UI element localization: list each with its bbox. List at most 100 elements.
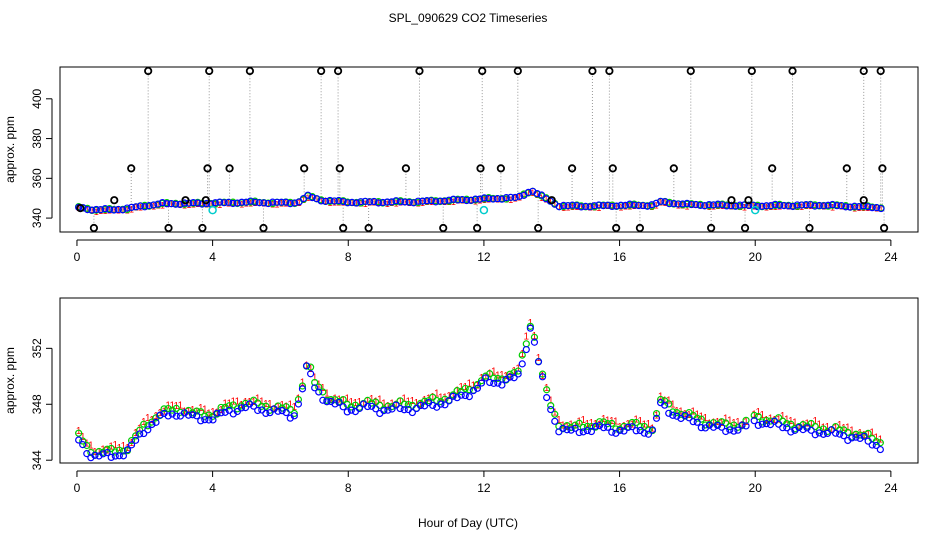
series-1-point: 1 (80, 432, 86, 443)
series-3-point (864, 203, 872, 211)
series-3-point (522, 345, 530, 354)
series-2-point (311, 378, 319, 387)
series-1-point: 1 (576, 416, 582, 427)
series-2-point (595, 418, 604, 426)
reference-point (686, 66, 695, 76)
reference-point (805, 223, 814, 233)
series-2-point (290, 409, 298, 418)
series-3-point (502, 194, 510, 202)
series-1-point: 1 (495, 194, 500, 204)
series-3-point (384, 406, 392, 414)
series-3-point (507, 193, 515, 201)
series-3-point (823, 429, 832, 438)
series-3-point (852, 433, 860, 441)
series-1-point: 1 (259, 396, 265, 407)
series-1-point: 1 (483, 371, 489, 382)
series-3-point (705, 201, 713, 209)
series-2-point (669, 408, 677, 416)
series-3-point (99, 450, 107, 458)
series-2-point (547, 402, 555, 410)
series-3-point (811, 431, 819, 439)
series-3-point (238, 198, 246, 206)
series-3-point (683, 199, 691, 208)
series-1-point: 1 (829, 425, 835, 436)
series-1-point: 1 (377, 395, 383, 406)
series-3-point (295, 198, 303, 206)
series-3-point (538, 373, 547, 381)
series-2-point (754, 412, 762, 421)
series-3-point (347, 406, 355, 414)
series-1-point: 1 (834, 201, 839, 211)
series-1-point: 1 (446, 197, 451, 207)
series-3-point (850, 202, 859, 210)
series-1-point: 1 (230, 198, 235, 208)
series-1-point: 1 (759, 201, 764, 211)
series-3-point (806, 201, 815, 209)
series-3-point (563, 426, 571, 434)
reference-point (201, 196, 210, 205)
series-3-point (842, 203, 850, 211)
series-1-point: 1 (367, 197, 372, 207)
series-2-point (571, 421, 579, 429)
series-1-point: 1 (316, 379, 322, 390)
reference-point (878, 164, 887, 173)
series-2-point (176, 408, 184, 416)
series-1-point: 1 (365, 396, 371, 407)
series-1-point: 1 (640, 201, 645, 211)
series-2-point (620, 422, 628, 431)
series-1-point: 1 (580, 415, 586, 426)
series-3-point (524, 188, 532, 196)
reference-point (144, 66, 153, 76)
series-3-point (634, 201, 643, 210)
series-3-point (172, 412, 180, 420)
series-1-point: 1 (861, 203, 866, 213)
series-2-point (726, 422, 734, 431)
series-3-point (148, 420, 156, 429)
series-3-point (396, 198, 405, 206)
series-1-point: 1 (422, 395, 428, 406)
series-3-point (643, 202, 651, 210)
series-3-point (758, 420, 766, 428)
series-1-point: 1 (535, 190, 540, 200)
series-1-point: 1 (296, 394, 302, 405)
series-2-point (815, 426, 823, 434)
figure-title: SPL_090629 CO2 Timeseries (389, 11, 548, 25)
series-3-point (237, 404, 246, 412)
series-2-point (632, 418, 640, 427)
series-3-point (429, 401, 437, 409)
reference-point (245, 66, 255, 76)
series-3-point (158, 198, 167, 207)
series-2-point (111, 448, 119, 456)
series-3-point (132, 203, 140, 211)
series-1-point: 1 (397, 397, 403, 408)
series-3-point (577, 203, 585, 211)
series-1-point: 1 (138, 202, 143, 212)
series-3-point (837, 201, 845, 210)
series-3-point (534, 358, 543, 366)
y-axis-label: approx. ppm (3, 347, 17, 414)
series-1-point: 1 (164, 199, 169, 209)
reference-point (547, 196, 556, 205)
series-3-point (687, 200, 696, 209)
series-2-point (83, 441, 91, 450)
series-2-point (510, 368, 518, 377)
series-1-point: 1 (786, 201, 791, 211)
series-1-point: 1 (314, 194, 319, 204)
series-1-point: 1 (283, 402, 289, 413)
series-1-point: 1 (821, 202, 826, 212)
series-1-point: 1 (530, 188, 535, 198)
series-1-point: 1 (213, 200, 218, 210)
series-1-point: 1 (711, 418, 717, 429)
series-3-point (233, 407, 241, 416)
series-1-point: 1 (85, 204, 90, 214)
reference-point (513, 66, 522, 76)
series-1-point: 1 (821, 423, 827, 434)
series-3-point (396, 404, 404, 413)
series-1-point: 1 (271, 404, 277, 415)
series-1-point: 1 (270, 199, 275, 209)
series-1-point: 1 (707, 202, 712, 212)
series-1-point: 1 (243, 397, 249, 408)
series-1-point: 1 (808, 201, 813, 211)
series-1-point: 1 (380, 198, 385, 208)
series-1-point: 1 (411, 198, 416, 208)
